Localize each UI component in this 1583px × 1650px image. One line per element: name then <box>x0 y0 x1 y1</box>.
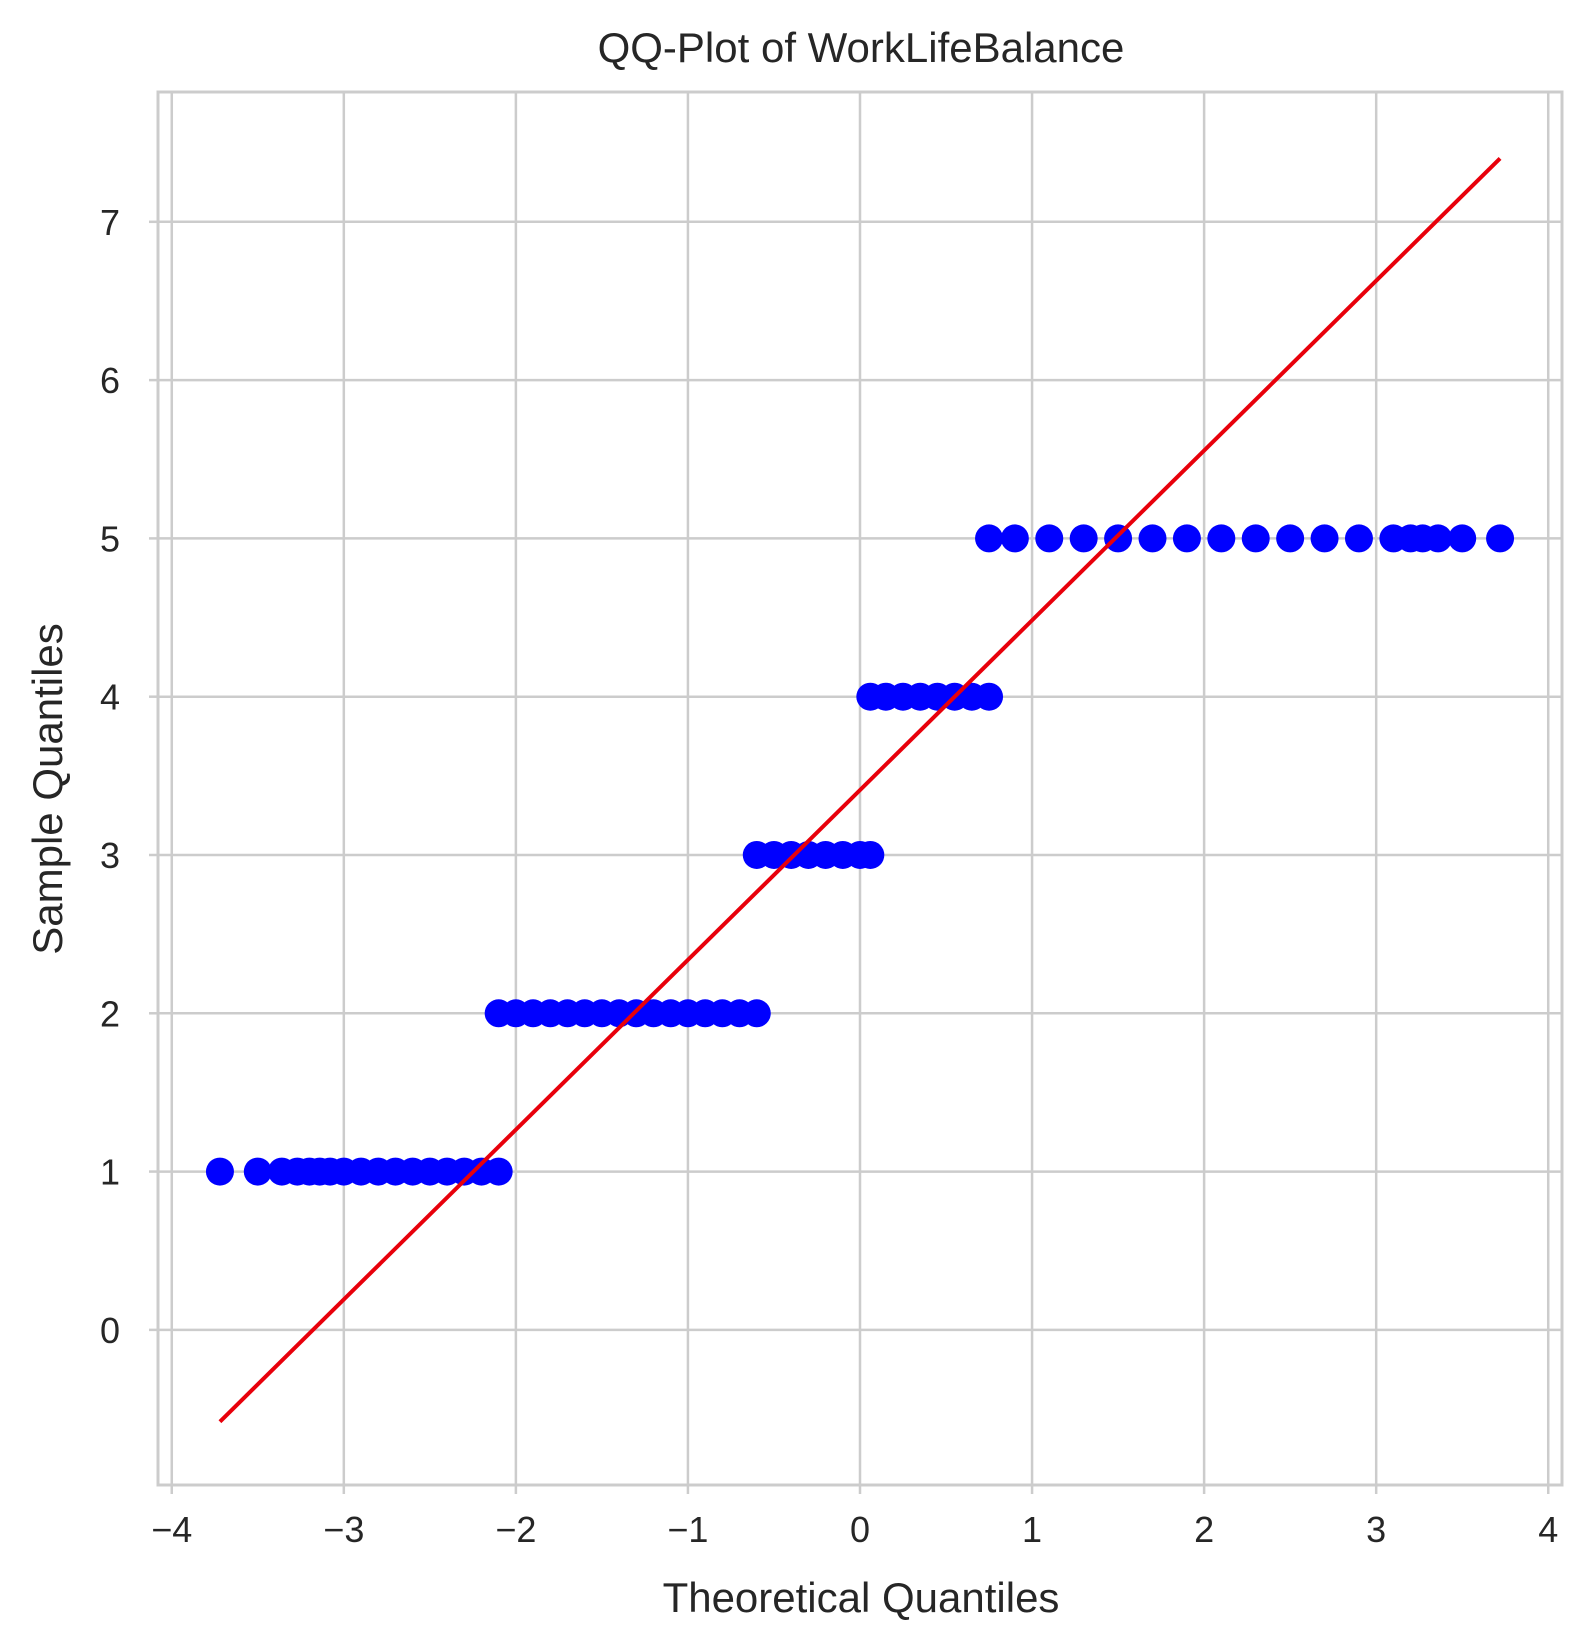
sample-point <box>1448 524 1477 553</box>
sample-point <box>1344 524 1373 553</box>
y-tick-label: 6 <box>100 360 120 401</box>
x-tick-label: 1 <box>1022 1509 1042 1550</box>
sample-point <box>1138 524 1167 553</box>
chart-title: QQ-Plot of WorkLifeBalance <box>598 24 1125 71</box>
x-tick-label: 0 <box>850 1509 870 1550</box>
sample-point <box>742 999 771 1028</box>
y-tick-label: 2 <box>100 993 120 1034</box>
x-tick-label: −1 <box>667 1509 708 1550</box>
sample-point <box>1486 524 1515 553</box>
sample-point <box>1104 524 1133 553</box>
y-axis-title: Sample Quantiles <box>24 623 71 955</box>
x-axis-title: Theoretical Quantiles <box>663 1574 1060 1621</box>
x-tick-label: 2 <box>1194 1509 1214 1550</box>
sample-point <box>205 1157 234 1186</box>
sample-points <box>205 524 1515 1186</box>
x-tick-label: −2 <box>495 1509 536 1550</box>
sample-point <box>1000 524 1029 553</box>
sample-point <box>975 524 1004 553</box>
x-tick-label: 3 <box>1366 1509 1386 1550</box>
y-tick-label: 1 <box>100 1152 120 1193</box>
x-tick-label: −3 <box>323 1509 364 1550</box>
sample-point <box>484 1157 513 1186</box>
axis-ticks: −4 −3 −2 −1 0 1 2 3 4 0 1 2 3 4 5 6 7 <box>100 202 1558 1550</box>
y-tick-label: 3 <box>100 835 120 876</box>
y-tick-label: 7 <box>100 202 120 243</box>
y-tick-label: 0 <box>100 1310 120 1351</box>
sample-point <box>856 840 885 869</box>
x-tick-label: −4 <box>151 1509 192 1550</box>
sample-point <box>1207 524 1236 553</box>
sample-point <box>243 1157 272 1186</box>
sample-point <box>1172 524 1201 553</box>
sample-point <box>1276 524 1305 553</box>
reference-line <box>218 157 1502 1424</box>
sample-point <box>1035 524 1064 553</box>
reference-line-layer <box>218 157 1502 1424</box>
sample-point <box>1424 524 1453 553</box>
x-tick-label: 4 <box>1538 1509 1558 1550</box>
sample-point <box>975 682 1004 711</box>
sample-point <box>1241 524 1270 553</box>
y-tick-label: 5 <box>100 518 120 559</box>
sample-point <box>1069 524 1098 553</box>
sample-point <box>1310 524 1339 553</box>
y-tick-label: 4 <box>100 677 120 718</box>
